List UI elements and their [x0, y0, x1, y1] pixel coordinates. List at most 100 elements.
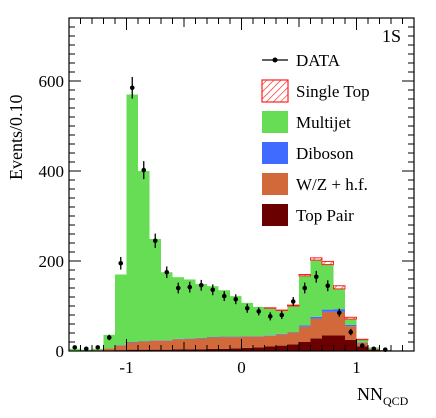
bar-top-pair-12 — [207, 348, 219, 351]
bar-w-z-h-f-12 — [207, 337, 219, 349]
data-point-13 — [221, 291, 227, 302]
x-tick-label-0: -1 — [119, 358, 133, 377]
bar-diboson-20 — [299, 325, 311, 327]
data-marker-3 — [106, 335, 112, 340]
bar-w-z-h-f-8 — [161, 340, 173, 350]
data-marker-11 — [198, 283, 204, 288]
bar-w-z-h-f-4 — [115, 345, 127, 351]
legend-swatch-multijet — [262, 111, 288, 133]
data-marker-16 — [256, 309, 262, 314]
data-marker-26 — [371, 346, 377, 352]
bar-top-pair-13 — [218, 348, 230, 351]
bar-top-pair-15 — [241, 347, 253, 351]
data-point-12 — [210, 284, 216, 296]
y-axis-label: Events/0.10 — [6, 95, 26, 181]
bar-multijet-21 — [310, 260, 322, 317]
bar-top-pair-6 — [138, 349, 150, 351]
data-point-19 — [290, 297, 296, 306]
legend-label-single-top: Single Top — [296, 82, 370, 101]
bar-multijet-3 — [103, 334, 115, 349]
legend-label-w-z-h-f: W/Z + h.f. — [296, 175, 368, 194]
bar-top-pair-14 — [230, 348, 242, 351]
bar-top-pair-5 — [126, 349, 138, 351]
bar-multijet-7 — [149, 238, 161, 341]
bar-multijet-6 — [138, 171, 150, 342]
bar-multijet-18 — [276, 310, 288, 334]
data-point-21 — [313, 270, 319, 283]
data-marker-19 — [290, 299, 296, 304]
bar-single-top-21 — [310, 257, 323, 261]
legend-label-multijet: Multijet — [296, 113, 351, 132]
data-marker-8 — [164, 269, 170, 275]
data-marker-5 — [129, 85, 135, 91]
legend-label-top-pair: Top Pair — [296, 206, 354, 225]
bar-w-z-h-f-21 — [310, 318, 322, 339]
data-points — [72, 76, 388, 352]
data-marker-20 — [302, 285, 308, 291]
bar-top-pair-10 — [184, 349, 196, 351]
y-tick-label-200: 200 — [39, 252, 65, 271]
bar-multijet-12 — [207, 286, 219, 338]
bar-w-z-h-f-13 — [218, 337, 230, 349]
data-point-9 — [175, 282, 181, 294]
bar-diboson-24 — [345, 324, 357, 327]
data-marker-1 — [83, 346, 89, 352]
bar-w-z-h-f-5 — [126, 342, 138, 350]
data-marker-21 — [313, 274, 319, 280]
bar-w-z-h-f-6 — [138, 341, 150, 350]
bar-w-z-h-f-18 — [276, 334, 288, 346]
bar-w-z-h-f-23 — [333, 311, 345, 336]
legend-entry-w-z-h-f: W/Z + h.f. — [262, 173, 368, 195]
bar-top-pair-22 — [322, 335, 334, 351]
data-point-2 — [95, 345, 101, 350]
bar-w-z-h-f-9 — [172, 339, 184, 350]
bar-w-z-h-f-22 — [322, 311, 334, 336]
bar-diboson-22 — [322, 309, 334, 312]
bar-w-z-h-f-20 — [299, 326, 311, 342]
data-point-11 — [198, 279, 204, 291]
data-marker-9 — [175, 285, 181, 291]
bar-w-z-h-f-17 — [264, 335, 276, 347]
x-axis-label-main: NN — [357, 384, 383, 404]
bar-single-top-22 — [321, 260, 334, 266]
bar-multijet-4 — [115, 274, 127, 346]
data-marker-12 — [210, 287, 216, 293]
data-marker-10 — [187, 284, 193, 290]
bar-multijet-14 — [230, 296, 242, 337]
bar-top-pair-19 — [287, 344, 299, 351]
data-point-15 — [244, 303, 250, 313]
bar-w-z-h-f-15 — [241, 336, 253, 348]
bar-top-pair-7 — [149, 349, 161, 351]
data-point-1 — [83, 346, 89, 352]
data-marker-25 — [359, 343, 365, 348]
bar-multijet-5 — [126, 94, 138, 342]
legend: DATA Single Top Multijet Diboson W/Z + h.f. T… — [261, 51, 370, 226]
data-marker-0 — [72, 345, 78, 350]
bar-top-pair-16 — [253, 347, 265, 351]
data-point-26 — [371, 346, 377, 352]
stacked-bars — [69, 94, 391, 351]
bar-top-pair-25 — [356, 346, 368, 351]
bar-top-pair-8 — [161, 349, 173, 351]
tick-labels: 0 200 400 600 -1 0 1 — [39, 72, 361, 377]
bar-w-z-h-f-19 — [287, 332, 299, 345]
data-marker-22 — [325, 283, 331, 289]
legend-marker-dot — [272, 57, 278, 63]
data-marker-15 — [244, 305, 250, 311]
data-point-8 — [164, 266, 170, 279]
bar-multijet-23 — [333, 288, 345, 310]
bar-multijet-13 — [218, 290, 230, 337]
bar-multijet-24 — [345, 319, 357, 325]
legend-entry-top-pair: Top Pair — [262, 204, 354, 226]
bar-top-pair-24 — [345, 339, 357, 351]
data-marker-7 — [152, 238, 158, 244]
data-marker-18 — [279, 312, 285, 318]
bar-top-pair-20 — [299, 342, 311, 351]
x-tick-label-2: 1 — [352, 358, 361, 377]
x-tick-label-1: 0 — [237, 358, 246, 377]
legend-swatch-diboson — [262, 142, 288, 164]
legend-entry-diboson: Diboson — [262, 142, 354, 164]
bar-w-z-h-f-3 — [103, 348, 115, 351]
bar-multijet-8 — [161, 272, 173, 341]
